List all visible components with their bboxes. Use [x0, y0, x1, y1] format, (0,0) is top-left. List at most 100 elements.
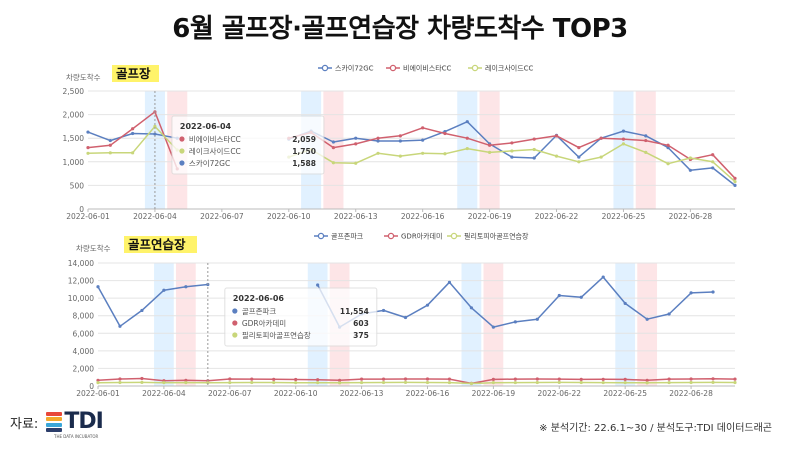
driving-range-chart: 0 2,000 4,000 6,000 8,000 10,000 12,000 14,000 2… [68, 232, 737, 398]
y-tick-label: 10,000 [68, 294, 94, 303]
data-point [644, 150, 648, 154]
data-point [487, 150, 492, 154]
page-title: 6월 골프장·골프연습장 차량도착수 TOP3 [172, 14, 628, 44]
data-point [96, 378, 100, 382]
data-point [535, 377, 539, 381]
legend-marker [450, 232, 458, 240]
data-point [443, 152, 447, 156]
data-point [131, 127, 135, 131]
source-label: 자료: [10, 416, 39, 432]
data-point [162, 288, 166, 292]
sunday-band [323, 91, 344, 209]
tdi-logo-text: TDI [64, 409, 103, 434]
data-point [250, 380, 254, 385]
data-point [532, 137, 536, 141]
data-point [666, 143, 670, 147]
tooltip-marker [179, 148, 185, 154]
data-point [425, 377, 430, 381]
data-point [689, 380, 693, 385]
data-point [579, 380, 583, 385]
data-point [535, 317, 539, 321]
legend-entry: 필리토피아골프연습장 [464, 232, 529, 241]
tooltip-series-name: 스카이72GC [189, 158, 230, 168]
data-point [403, 315, 408, 320]
data-point [184, 285, 188, 289]
data-point [131, 151, 135, 155]
tooltip-marker [179, 160, 185, 166]
data-point [376, 139, 380, 143]
data-point [532, 156, 536, 160]
data-point [294, 381, 298, 385]
data-point [381, 308, 386, 313]
tooltip-marker [179, 136, 185, 142]
sunday-band [479, 91, 500, 209]
data-point [86, 146, 90, 150]
source: 자료: TDI THE DATA INCUBATOR [10, 409, 104, 440]
data-point [599, 136, 603, 140]
data-point [86, 151, 90, 155]
data-point [118, 377, 122, 381]
series-line [97, 377, 736, 385]
data-point [601, 380, 605, 385]
data-point [689, 291, 693, 295]
data-point [557, 380, 561, 384]
tooltip-value: 11,554 [340, 307, 369, 316]
tooltip-value: 1,750 [292, 147, 316, 156]
data-point [601, 275, 605, 279]
data-point [532, 147, 536, 152]
data-point [644, 134, 648, 138]
tooltip-value: 603 [353, 319, 369, 328]
data-point [153, 132, 157, 136]
data-point [599, 155, 603, 159]
tooltip-marker [232, 332, 238, 338]
data-point [667, 380, 671, 385]
data-point [667, 312, 671, 316]
x-tick-label: 2022-06-07 [200, 212, 244, 221]
y-tick-label: 12,000 [68, 277, 94, 286]
data-point [491, 377, 495, 382]
data-point [601, 377, 605, 381]
y-tick-label: 500 [70, 181, 85, 190]
legend-marker [317, 232, 325, 240]
data-point [96, 381, 100, 385]
tooltip-box [171, 115, 325, 175]
data-point [331, 146, 336, 150]
saturday-band [615, 263, 636, 386]
data-point [688, 156, 692, 160]
section-badge-bg [124, 236, 197, 253]
data-point [131, 131, 135, 136]
y-tick-label: 8,000 [73, 312, 95, 321]
data-point [316, 381, 320, 385]
data-point [733, 380, 737, 385]
analysis-footnote: ※ 분석기간: 22.6.1~30 / 분석도구:TDI 데이터드래곤 [539, 423, 772, 434]
data-point [118, 380, 122, 385]
y-axis-label: 차량도착수 [76, 244, 111, 253]
data-point [398, 154, 402, 158]
data-point [359, 377, 364, 381]
data-point [331, 140, 336, 144]
data-point [557, 293, 561, 298]
tooltip-date: 2022-06-06 [233, 294, 285, 303]
x-tick-label: 2022-06-01 [66, 212, 110, 221]
x-tick-label: 2022-06-04 [142, 389, 186, 398]
data-point [398, 139, 402, 143]
section-badge: 골프연습장 [128, 237, 186, 252]
data-point [228, 377, 232, 381]
data-point [621, 137, 626, 141]
x-tick-label: 2022-06-25 [602, 212, 646, 221]
data-point [447, 280, 452, 284]
x-tick-label: 2022-06-01 [76, 389, 120, 398]
data-point [666, 162, 670, 166]
y-tick-label: 1,500 [63, 134, 85, 143]
data-point [711, 290, 715, 294]
data-point [510, 141, 514, 145]
data-point [644, 138, 648, 143]
tooltip-value: 2,059 [292, 135, 316, 144]
data-point [421, 126, 425, 130]
data-point [228, 380, 232, 385]
data-point [623, 381, 627, 385]
data-point [733, 176, 737, 180]
tooltip-series-name: 골프존파크 [242, 307, 277, 316]
legend-marker [471, 64, 479, 72]
data-point [354, 136, 358, 140]
